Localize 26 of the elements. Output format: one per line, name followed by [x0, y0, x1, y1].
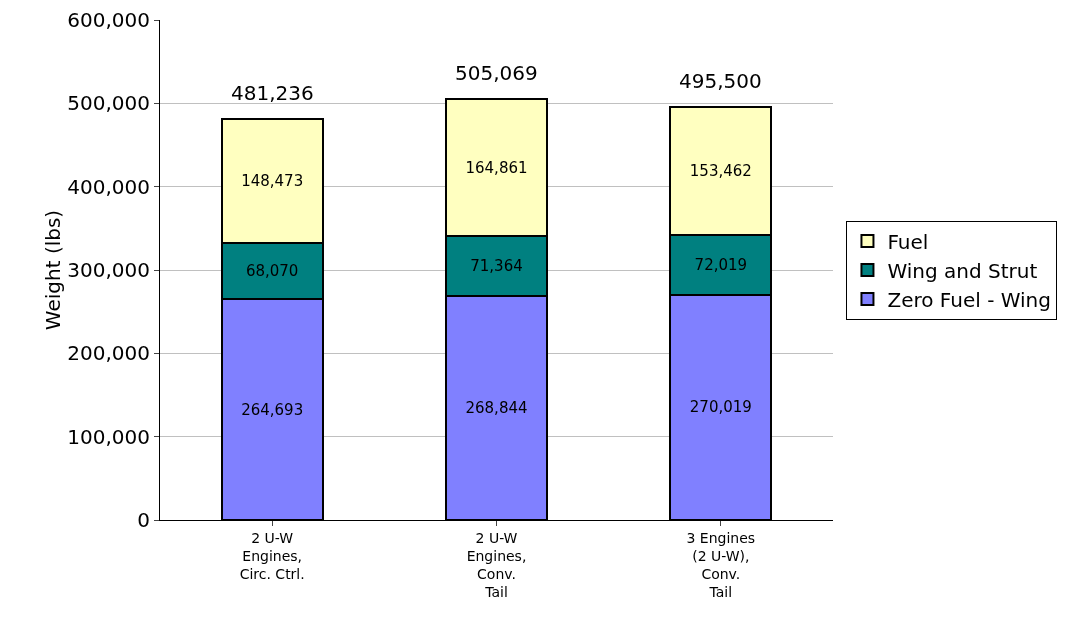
y-tick-label: 0: [137, 508, 150, 532]
legend-label: Wing and Strut: [887, 258, 1038, 283]
data-label: 153,462: [689, 162, 752, 181]
legend-label: Zero Fuel - Wing: [887, 287, 1051, 312]
data-label: 71,364: [470, 257, 523, 276]
y-tick-label: 300,000: [67, 258, 150, 282]
y-tick-label: 100,000: [67, 424, 150, 449]
data-label: 72,019: [694, 255, 748, 274]
y-tick-label: 500,000: [67, 91, 150, 116]
data-label: 270,019: [689, 398, 752, 417]
total-label: 505,069: [455, 61, 538, 85]
y-tick-label: 400,000: [67, 174, 150, 199]
x-tick-label: 3 Engines (2 U-W), Conv. Tail: [686, 529, 756, 601]
total-label: 481,236: [231, 81, 314, 105]
data-label: 264,693: [241, 400, 304, 419]
data-label: 164,861: [465, 158, 528, 177]
data-label: 148,473: [241, 171, 304, 190]
y-tick-label: 200,000: [67, 341, 150, 366]
x-tick-label: 2 U-W Engines, Circ. Ctrl.: [239, 529, 305, 583]
data-label: 268,844: [465, 398, 528, 417]
data-label: 68,070: [245, 262, 299, 281]
total-label: 495,500: [679, 69, 762, 93]
legend-label: Fuel: [887, 229, 929, 254]
y-axis-title: Weight (lbs): [41, 209, 66, 331]
x-tick-label: 2 U-W Engines, Conv. Tail: [466, 529, 527, 601]
y-tick-label: 600,000: [67, 8, 150, 32]
